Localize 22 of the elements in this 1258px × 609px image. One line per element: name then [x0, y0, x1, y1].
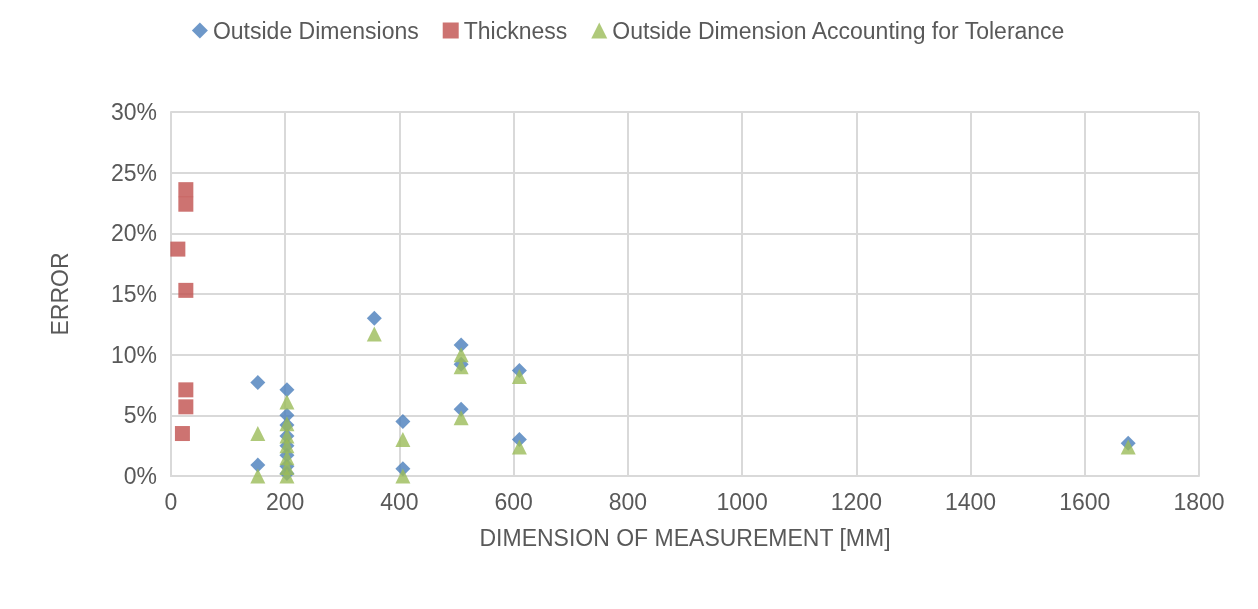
x-tick-label: 200 — [266, 488, 305, 515]
x-axis-title: DIMENSION OF MEASUREMENT [MM] — [479, 524, 891, 551]
x-tick-label: 400 — [380, 488, 419, 515]
x-tick-label: 1200 — [830, 488, 882, 515]
y-tick-label: 25% — [110, 159, 157, 186]
y-tick-label: 0% — [123, 463, 157, 489]
legend-label: Thickness — [463, 17, 568, 44]
x-tick-label: 1800 — [1173, 488, 1225, 515]
y-tick-label: 10% — [110, 341, 157, 368]
y-tick-label: 15% — [110, 281, 157, 307]
x-tick-label: 1000 — [716, 488, 768, 515]
x-tick-label: 1400 — [944, 488, 997, 515]
legend-label: Outside Dimension Accounting for Tolerance — [612, 17, 1065, 44]
y-tick-label: 20% — [110, 220, 157, 247]
x-tick-label: 600 — [494, 488, 533, 515]
y-tick-label: 30% — [110, 99, 157, 125]
y-tick-label: 5% — [123, 402, 157, 429]
x-tick-label: 1600 — [1059, 488, 1111, 515]
legend-label: Outside Dimensions — [212, 17, 419, 44]
x-tick-label: 800 — [608, 488, 648, 515]
x-tick-label: 0 — [164, 488, 178, 515]
y-axis-title: ERROR — [46, 252, 73, 336]
